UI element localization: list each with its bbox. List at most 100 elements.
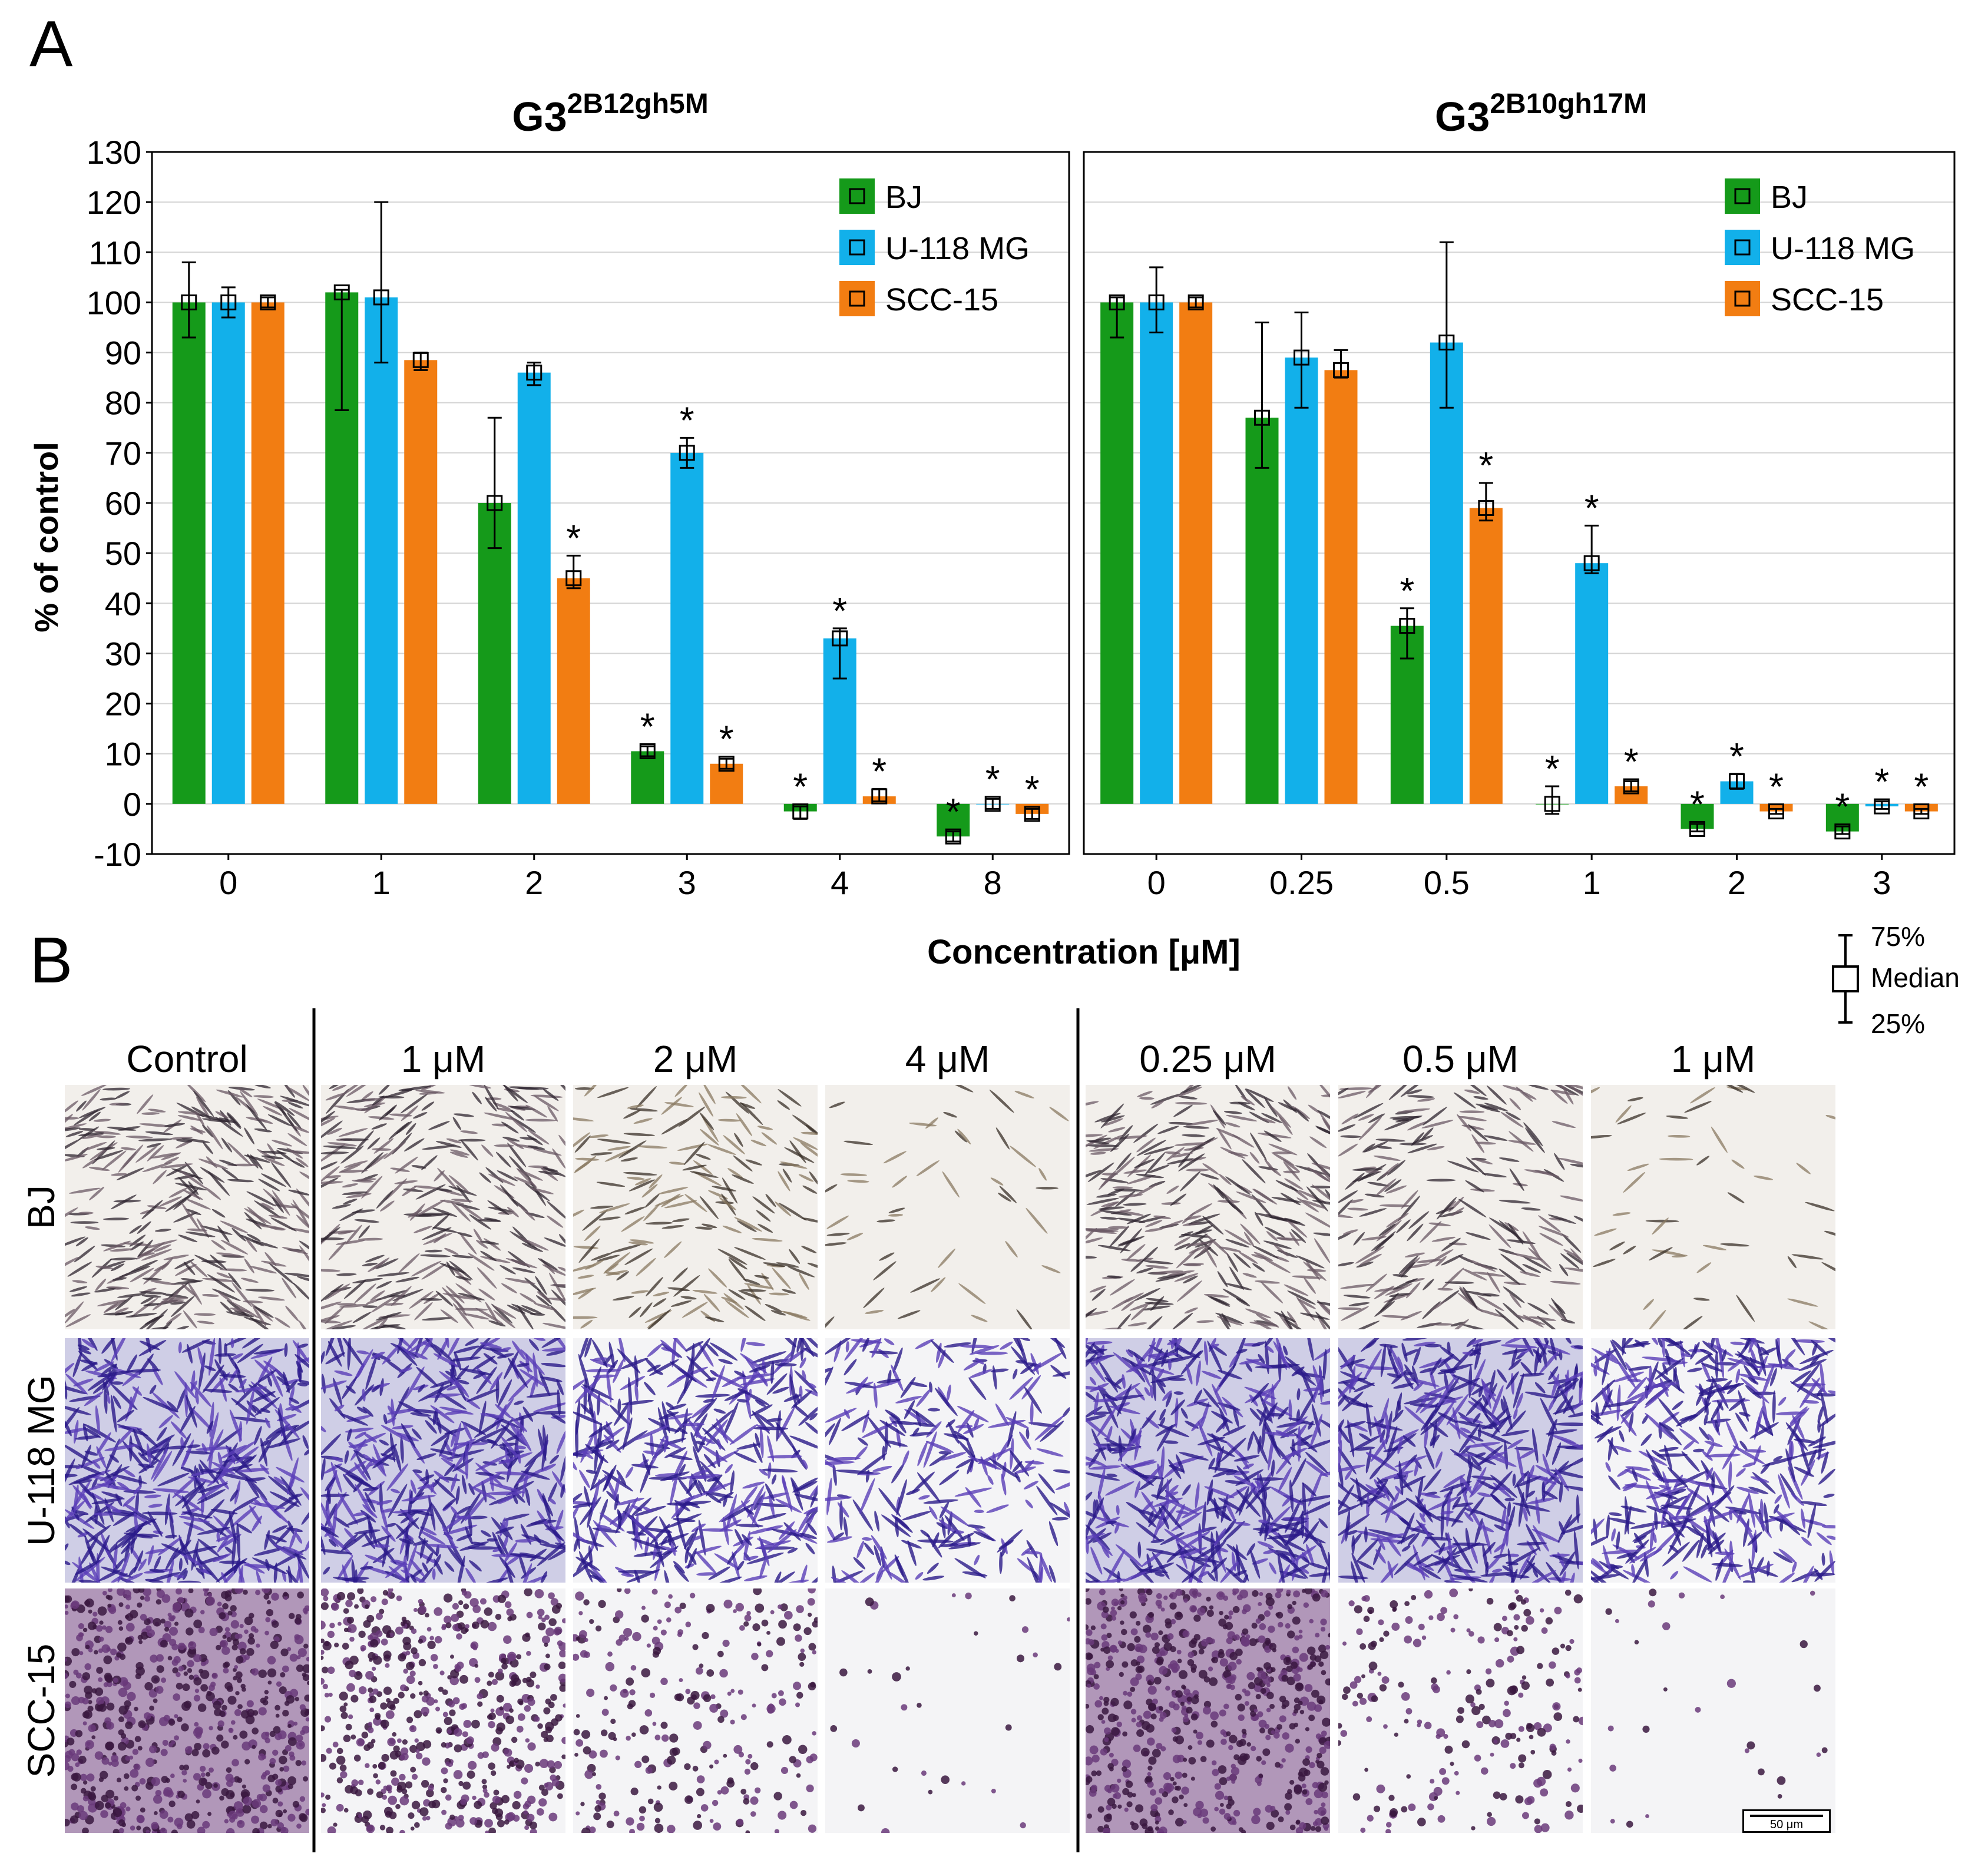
micrograph-tile xyxy=(321,1588,565,1833)
median-marker xyxy=(1333,362,1349,378)
x-tick-label: 2 xyxy=(1728,864,1746,901)
median-marker xyxy=(1913,803,1930,820)
median-marker xyxy=(832,630,848,647)
significance-marker: * xyxy=(1874,760,1889,803)
micrograph-tile xyxy=(65,1338,309,1583)
bar-chart-right: 0 0.25 0.5 * * 1 * * * 2 * * * 3 * * * BJ U-118 MG SCC-15 xyxy=(1083,151,1956,901)
micrograph-tile xyxy=(321,1338,565,1583)
x-tick-label: 0.25 xyxy=(1269,864,1334,901)
median-marker xyxy=(1834,823,1851,840)
scale-bar-label: 50 μm xyxy=(1770,1818,1803,1831)
y-tick-label: 80 xyxy=(105,385,141,422)
median-marker xyxy=(220,294,237,310)
y-tick-label: 0 xyxy=(123,786,141,823)
legend-swatch xyxy=(1725,178,1760,214)
micrograph-row-label: BJ xyxy=(20,1185,62,1229)
bar xyxy=(1904,803,1938,812)
micrograph-column-labels: Control 1 μM 2 μM 4 μM 0.25 μM 0.5 μM 1 μM xyxy=(126,1038,1755,1080)
significance-marker: * xyxy=(1729,735,1744,777)
median-marker xyxy=(639,743,656,759)
median-marker xyxy=(1109,294,1125,310)
bar xyxy=(557,578,590,804)
median-marker xyxy=(1583,555,1600,571)
chart-title-left: G32B12gh5M xyxy=(512,88,708,140)
legend-swatch xyxy=(1725,281,1760,316)
micrograph-tile xyxy=(825,1588,1070,1833)
micrograph-column-label: 1 μM xyxy=(401,1038,486,1080)
median-marker xyxy=(1024,806,1040,822)
significance-marker: * xyxy=(566,517,581,559)
x-tick-label: 1 xyxy=(372,864,391,901)
significance-marker: * xyxy=(1690,783,1705,825)
x-tick-label: 0.5 xyxy=(1424,864,1470,901)
panel-label-a: A xyxy=(29,8,73,80)
significance-marker: * xyxy=(1624,740,1639,783)
micrograph-tile xyxy=(1591,1588,1835,1833)
significance-marker: * xyxy=(832,590,847,632)
median-marker xyxy=(1623,778,1639,795)
micrograph-tile xyxy=(825,1338,1070,1583)
legend-swatch-marker xyxy=(1734,290,1751,307)
y-tick-label: 120 xyxy=(87,184,141,221)
chart-title-right-superscript: 2B10gh17M xyxy=(1490,88,1647,120)
micrograph-tile xyxy=(1338,1338,1583,1583)
median-marker xyxy=(260,294,276,310)
x-tick-label: 2 xyxy=(525,864,543,901)
median-marker xyxy=(1399,618,1415,634)
bar xyxy=(251,302,285,804)
bar xyxy=(404,360,438,804)
legend-label: BJ xyxy=(885,180,922,215)
y-tick-label: 100 xyxy=(87,284,141,321)
y-axis-label: % of control xyxy=(28,442,65,633)
chart-title-left-superscript: 2B12gh5M xyxy=(567,88,709,120)
x-tick-label: 3 xyxy=(1873,864,1891,901)
significance-marker: * xyxy=(1585,486,1599,529)
median-marker xyxy=(1187,294,1204,310)
significance-marker: * xyxy=(793,766,808,808)
median-marker xyxy=(526,365,543,381)
box-legend: 75% Median 25% xyxy=(1832,921,1960,1039)
x-tick-label: 1 xyxy=(1583,864,1601,901)
micrograph-tile xyxy=(1086,1588,1330,1833)
micrograph-tile xyxy=(1591,1338,1835,1583)
chart-title-right: G32B10gh17M xyxy=(1435,88,1647,140)
significance-marker: * xyxy=(946,790,961,833)
significance-marker: * xyxy=(1545,747,1560,790)
micrograph-tile xyxy=(573,1338,818,1583)
y-tick-label: 20 xyxy=(105,686,141,723)
micrograph-tile xyxy=(1086,1085,1330,1329)
median-marker xyxy=(679,445,695,461)
micrograph-row-labels: BJ U-118 MG SCC-15 xyxy=(20,1185,62,1778)
median-marker xyxy=(1254,409,1270,426)
median-marker xyxy=(945,828,961,845)
bar xyxy=(710,763,743,804)
significance-marker: * xyxy=(1914,766,1929,808)
median-marker xyxy=(1478,500,1494,517)
median-marker xyxy=(1768,803,1784,820)
box-legend-lower: 25% xyxy=(1871,1008,1925,1039)
micrograph-tile xyxy=(65,1085,309,1329)
significance-marker: * xyxy=(1025,768,1040,810)
micrograph-tile xyxy=(1338,1085,1583,1329)
median-marker xyxy=(412,352,429,368)
bar xyxy=(365,297,398,804)
plot-frame-0 xyxy=(151,151,1070,855)
bar xyxy=(670,452,704,804)
y-tick-label: 110 xyxy=(89,234,141,271)
y-tick-label: -10 xyxy=(94,836,141,873)
box-legend-upper: 75% xyxy=(1871,921,1925,952)
bar-chart-left: -10 0 10 20 30 40 50 60 70 80 90 100 110 120 130 0 1 2 * 3 *… xyxy=(87,134,1070,901)
bar xyxy=(631,751,664,804)
median-marker xyxy=(373,289,389,306)
median-marker xyxy=(792,803,809,820)
plot-frame-1 xyxy=(1083,151,1956,855)
significance-marker: * xyxy=(872,750,887,792)
legend-swatch-marker xyxy=(849,290,865,307)
x-axis-label: Concentration [μM] xyxy=(927,933,1241,971)
significance-marker: * xyxy=(719,718,734,760)
median-marker xyxy=(1294,349,1309,366)
median-marker xyxy=(1689,820,1705,837)
y-tick-label: 40 xyxy=(105,585,141,622)
x-tick-label: 3 xyxy=(678,864,696,901)
median-marker xyxy=(487,495,503,511)
